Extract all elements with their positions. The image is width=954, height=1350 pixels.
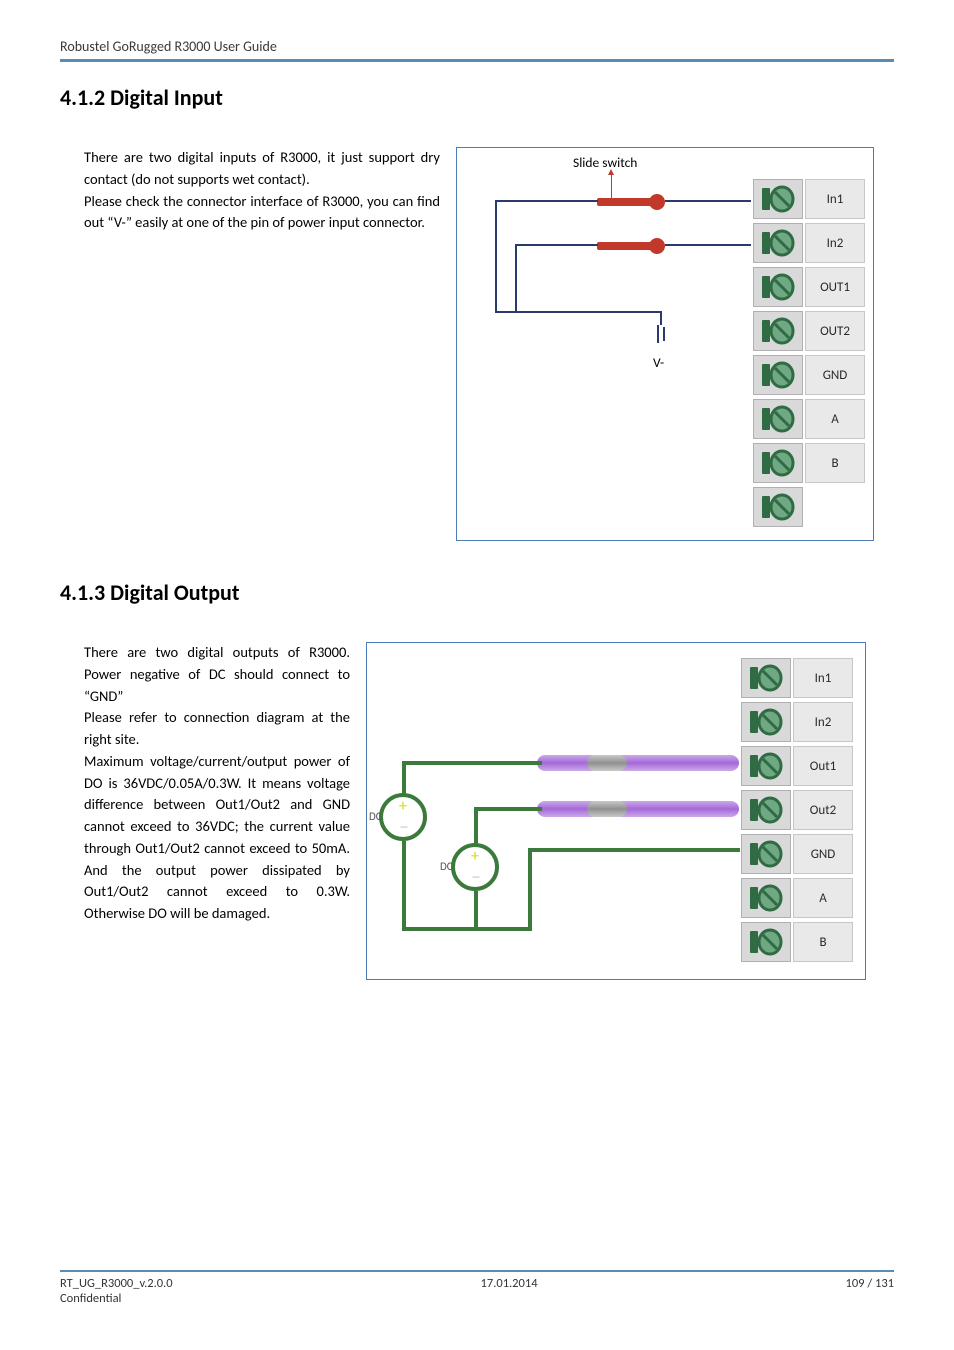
wire <box>515 244 598 246</box>
terminal-row: In1 <box>753 178 865 220</box>
para: There are two digital inputs of R3000, i… <box>84 147 440 191</box>
doc-header: Robustel GoRugged R3000 User Guide <box>60 38 894 55</box>
dc-source-icon: +– <box>451 843 499 891</box>
screw-terminal-icon <box>741 834 791 874</box>
footer-confidential: Confidential <box>60 1291 894 1306</box>
terminal-label: OUT2 <box>805 311 865 351</box>
terminal-label: GND <box>805 355 865 395</box>
dc-label: DC <box>369 810 382 823</box>
terminal-row: Out2 <box>741 789 853 831</box>
screw-terminal-icon <box>753 399 803 439</box>
footer-center: 17.01.2014 <box>481 1276 538 1291</box>
wire <box>402 927 532 931</box>
terminal-label: B <box>793 922 853 962</box>
footer-right: 109 / 131 <box>846 1276 895 1291</box>
terminal-label: Out2 <box>793 790 853 830</box>
screw-terminal-icon <box>753 443 803 483</box>
para: Please refer to connection diagram at th… <box>84 707 350 751</box>
terminal-row: B <box>741 921 853 963</box>
wire <box>528 848 532 931</box>
screw-terminal-icon <box>741 922 791 962</box>
terminal-label: In2 <box>805 223 865 263</box>
terminal-label: In1 <box>805 179 865 219</box>
terminal-row: OUT2 <box>753 310 865 352</box>
wire <box>665 244 751 246</box>
wire <box>402 841 406 931</box>
digital-output-diagram: +– DC +– DC In1In2Out1Out2GNDAB <box>366 642 866 980</box>
wire <box>402 791 406 797</box>
wire <box>402 761 542 765</box>
terminal-row: A <box>741 877 853 919</box>
footer-rule <box>60 1270 894 1272</box>
slide-switch-knob-icon <box>649 238 665 254</box>
dc-label: DC <box>440 860 453 873</box>
wire-connector-icon <box>587 755 627 771</box>
digital-input-text: There are two digital inputs of R3000, i… <box>60 147 440 234</box>
slide-switch-icon <box>597 198 657 206</box>
screw-terminal-icon <box>741 702 791 742</box>
wire-connector-icon <box>587 801 627 817</box>
wire <box>402 761 406 791</box>
wire-out1 <box>537 755 739 771</box>
screw-terminal-icon <box>741 878 791 918</box>
screw-terminal-icon <box>741 790 791 830</box>
screw-terminal-icon <box>741 658 791 698</box>
terminal-row: Out1 <box>741 745 853 787</box>
slide-switch-icon <box>597 242 657 250</box>
wire <box>474 807 542 811</box>
screw-terminal-icon <box>753 179 803 219</box>
terminal-label: In2 <box>793 702 853 742</box>
digital-input-diagram: Slide switch V- In1In2OUT1OUT2GNDAB <box>456 147 874 541</box>
terminal-row <box>753 486 865 528</box>
wire <box>495 200 598 202</box>
terminal-label: B <box>805 443 865 483</box>
wire <box>495 200 497 313</box>
slide-switch-label: Slide switch <box>573 154 637 171</box>
footer: RT_UG_R3000_v.2.0.0 17.01.2014 109 / 131… <box>60 1270 894 1306</box>
slide-switch-knob-icon <box>649 194 665 210</box>
v-minus-label: V- <box>653 354 664 371</box>
terminal-row: In2 <box>741 701 853 743</box>
wire <box>474 891 478 931</box>
digital-output-text: There are two digital outputs of R3000. … <box>60 642 350 925</box>
callout-line <box>611 172 612 198</box>
screw-terminal-icon <box>753 355 803 395</box>
terminal-row: A <box>753 398 865 440</box>
screw-terminal-icon <box>753 487 803 527</box>
terminal-label: Out1 <box>793 746 853 786</box>
screw-terminal-icon <box>753 267 803 307</box>
screw-terminal-icon <box>741 746 791 786</box>
wire <box>665 200 751 202</box>
terminal-label: A <box>793 878 853 918</box>
terminal-row: In2 <box>753 222 865 264</box>
terminal-row: GND <box>753 354 865 396</box>
para: There are two digital outputs of R3000. … <box>84 642 350 707</box>
terminal-label: A <box>805 399 865 439</box>
dc-source-icon: +– <box>379 793 427 841</box>
wire <box>495 311 661 313</box>
wire-out2 <box>537 801 739 817</box>
terminal-row: In1 <box>741 657 853 699</box>
wire <box>528 848 740 852</box>
terminal-label: In1 <box>793 658 853 698</box>
terminal-row: B <box>753 442 865 484</box>
terminal-label: GND <box>793 834 853 874</box>
para: Maximum voltage/current/output power of … <box>84 751 350 925</box>
footer-left: RT_UG_R3000_v.2.0.0 <box>60 1276 173 1291</box>
terminal-row: OUT1 <box>753 266 865 308</box>
wire <box>474 807 478 841</box>
terminal-block: In1In2Out1Out2GNDAB <box>741 657 853 965</box>
wire <box>515 244 517 313</box>
heading-digital-output: 4.1.3 Digital Output <box>60 579 894 606</box>
terminal-block: In1In2OUT1OUT2GNDAB <box>753 178 865 530</box>
screw-terminal-icon <box>753 311 803 351</box>
wire <box>474 841 478 847</box>
screw-terminal-icon <box>753 223 803 263</box>
heading-digital-input: 4.1.2 Digital Input <box>60 84 894 111</box>
terminal-label: OUT1 <box>805 267 865 307</box>
terminal-row: GND <box>741 833 853 875</box>
header-rule <box>60 59 894 62</box>
para: Please check the connector interface of … <box>84 191 440 235</box>
